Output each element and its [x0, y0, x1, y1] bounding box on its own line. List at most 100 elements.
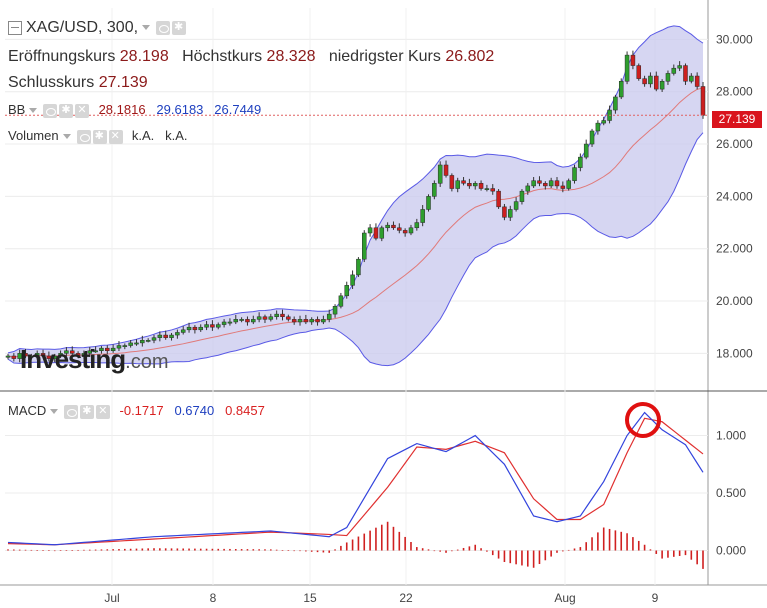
candle-body	[116, 345, 122, 349]
candle-body	[180, 329, 186, 333]
macd-hist-bar	[94, 549, 97, 551]
candle-body	[519, 190, 525, 202]
macd-hist-bar	[30, 549, 33, 551]
candle-body	[595, 122, 601, 132]
eye-icon[interactable]	[43, 103, 58, 118]
macd-hist-bar	[83, 549, 85, 551]
gear-icon[interactable]	[172, 20, 187, 35]
macd-hist-bar	[643, 544, 646, 551]
macd-hist-bar	[369, 530, 371, 551]
macd-row: MACD -0.1717 0.6740 0.8457	[8, 403, 265, 419]
open-value: 28.198	[119, 48, 169, 65]
macd-hist-bar	[398, 531, 401, 551]
macd-hist-bar	[71, 550, 74, 551]
macd-hist-bar	[118, 549, 120, 551]
chevron-down-icon[interactable]	[50, 409, 59, 415]
close-icon[interactable]	[75, 103, 90, 118]
macd-label: MACD	[8, 403, 47, 418]
macd-hist-bar	[632, 537, 634, 551]
macd-hist-bar	[562, 550, 564, 552]
macd-hist-bar	[305, 550, 307, 552]
candle-body	[87, 350, 93, 354]
macd-hist-bar	[696, 550, 698, 565]
collapse-icon[interactable]	[8, 20, 22, 35]
gear-icon[interactable]	[80, 404, 95, 419]
macd-hist-bar	[176, 548, 179, 551]
gear-icon[interactable]	[59, 103, 74, 118]
time-tick-label: 9	[652, 591, 659, 605]
volume-value-1: k.A.	[131, 128, 155, 143]
chevron-down-icon[interactable]	[142, 25, 151, 31]
price-tick-label: 24.000	[716, 189, 753, 203]
macd-hist-bar	[421, 548, 424, 551]
close-icon[interactable]	[108, 129, 123, 144]
candle-body	[110, 347, 116, 352]
candle-body	[23, 353, 28, 357]
bb-lower-line	[7, 132, 704, 367]
price-tick-label: 30.000	[716, 32, 753, 46]
time-tick-label: Aug	[554, 591, 575, 605]
candle-body	[554, 180, 560, 187]
macd-hist-bar	[234, 549, 237, 551]
candle-body	[175, 332, 180, 336]
candle-body	[648, 75, 653, 85]
candle-body	[379, 227, 385, 239]
macd-hist-bar	[112, 549, 114, 551]
macd-value: 0.6740	[174, 403, 215, 418]
macd-hist-bar	[223, 548, 225, 551]
price-tick-label: 26.000	[716, 137, 753, 151]
chevron-down-icon[interactable]	[29, 108, 38, 114]
candle-body	[291, 319, 297, 323]
eye-icon[interactable]	[76, 129, 91, 144]
macd-hist-bar	[141, 548, 144, 551]
candle-body	[280, 313, 285, 317]
macd-hist-bar	[328, 550, 331, 553]
macd-hist-bar	[532, 550, 535, 568]
gear-icon[interactable]	[92, 129, 107, 144]
candle-body	[449, 175, 455, 189]
candle-body	[613, 96, 618, 111]
candle-body	[408, 227, 414, 234]
candle-body	[356, 258, 361, 276]
eye-icon[interactable]	[156, 20, 171, 35]
candle-body	[11, 355, 17, 359]
macd-hist-bar	[649, 549, 652, 551]
macd-tick-label: 1.000	[716, 429, 746, 443]
bb-upper-value: 29.6183	[156, 102, 204, 117]
macd-hist-bar	[667, 550, 669, 558]
macd-hist-bar	[100, 549, 103, 551]
macd-hist-bar	[310, 550, 313, 552]
ohlc-row: Eröffnungskurs 28.198 Höchstkurs 28.328 …	[8, 48, 494, 66]
candle-body	[437, 164, 443, 184]
candle-body	[40, 353, 46, 357]
macd-hist-bar	[591, 537, 593, 551]
macd-hist-bar	[88, 549, 91, 551]
candle-body	[572, 167, 577, 181]
macd-hist-bar	[445, 550, 447, 553]
macd-hist-bar	[626, 533, 628, 551]
macd-hist-bar	[672, 550, 675, 557]
candle-body	[502, 206, 507, 218]
macd-hist-bar	[36, 550, 39, 551]
candle-body	[198, 326, 203, 331]
macd-hist-bar	[147, 548, 149, 551]
candle-body	[338, 295, 344, 307]
candle-body	[151, 337, 157, 341]
macd-hist-bar	[486, 550, 488, 552]
macd-hist-bar	[124, 548, 126, 551]
candle-body	[630, 54, 636, 66]
candle-body	[286, 316, 291, 320]
chevron-down-icon[interactable]	[62, 134, 71, 140]
candle-body	[81, 353, 87, 357]
price-tag: 27.139	[712, 111, 762, 128]
macd-hist-bar	[18, 549, 21, 551]
candle-body	[443, 164, 449, 176]
macd-hist-bar	[567, 549, 570, 551]
macd-line	[7, 411, 704, 546]
eye-icon[interactable]	[64, 404, 79, 419]
close-icon[interactable]	[96, 404, 111, 419]
macd-hist-bar	[526, 550, 529, 567]
macd-hist-bar	[521, 550, 523, 566]
candle-body	[508, 209, 513, 218]
macd-hist-bar	[106, 549, 109, 551]
